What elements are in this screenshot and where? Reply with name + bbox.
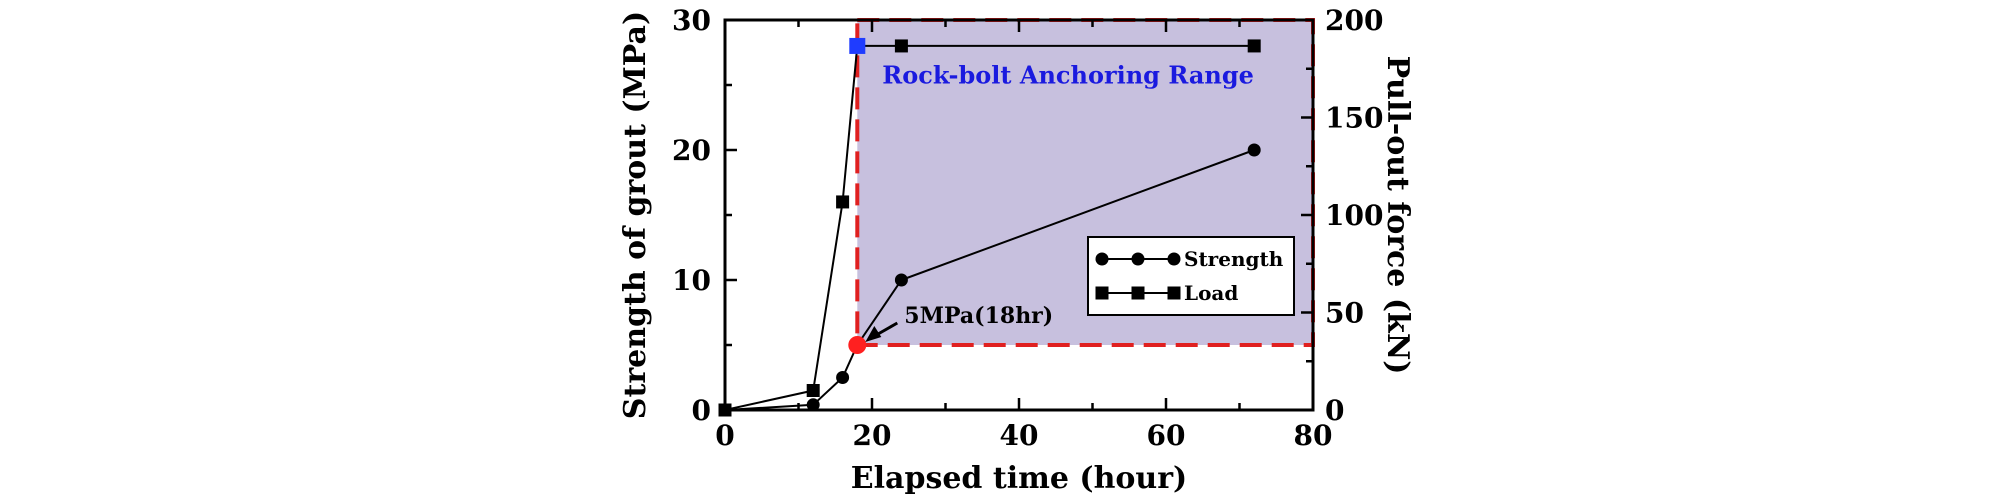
y-tick-label: 30 bbox=[672, 4, 711, 37]
annotation-label: 5MPa(18hr) bbox=[904, 303, 1053, 329]
strength-point bbox=[848, 336, 867, 354]
legend-layer: Strength Load bbox=[1087, 236, 1295, 316]
load-point bbox=[849, 37, 866, 54]
y2-tick-label: 100 bbox=[1325, 199, 1383, 232]
y-axis-title: Strength of grout (MPa) bbox=[618, 11, 653, 419]
y-tick-label: 10 bbox=[672, 264, 711, 297]
strength-point bbox=[806, 398, 820, 412]
y2-tick-label: 0 bbox=[1325, 394, 1344, 427]
legend-marker-square bbox=[1131, 286, 1145, 300]
strength-point bbox=[1247, 143, 1261, 157]
x-tick-label: 60 bbox=[1147, 419, 1186, 452]
y-tick-label: 20 bbox=[672, 134, 711, 167]
y2-tick-label: 150 bbox=[1325, 102, 1383, 135]
strength-point bbox=[718, 403, 732, 417]
legend-label: Strength bbox=[1184, 247, 1284, 271]
legend-box bbox=[1087, 236, 1295, 316]
x-tick-label: 20 bbox=[853, 419, 892, 452]
load-point bbox=[806, 384, 820, 397]
strength-point bbox=[836, 371, 850, 384]
legend-marker-circle bbox=[1131, 252, 1145, 266]
anchoring-range-label: Rock-bolt Anchoring Range bbox=[882, 61, 1254, 90]
legend-marker-square bbox=[1095, 286, 1109, 300]
strength-point bbox=[894, 273, 908, 287]
load-point bbox=[1247, 39, 1261, 53]
legend-marker-square bbox=[1167, 286, 1181, 300]
y2-axis-title: Pull-out force (kN) bbox=[1380, 56, 1415, 375]
load-point bbox=[836, 195, 850, 209]
y-tick-label: 0 bbox=[692, 394, 711, 427]
strength-line bbox=[724, 149, 1255, 411]
load-line bbox=[724, 44, 1255, 411]
load-point bbox=[894, 39, 908, 53]
legend-label: Load bbox=[1184, 281, 1238, 305]
x-tick-label: 80 bbox=[1294, 419, 1333, 452]
legend-marker-circle bbox=[1167, 252, 1181, 266]
x-tick-label: 0 bbox=[715, 419, 734, 452]
legend-marker-circle bbox=[1095, 252, 1109, 266]
x-tick-label: 40 bbox=[1000, 419, 1039, 452]
y2-tick-label: 200 bbox=[1325, 4, 1383, 37]
axes-layer bbox=[723, 18, 1315, 412]
series-layer bbox=[718, 37, 1261, 417]
y2-tick-label: 50 bbox=[1325, 297, 1364, 330]
x-axis-title: Elapsed time (hour) bbox=[851, 461, 1187, 496]
annotation-arrow-head bbox=[865, 326, 882, 342]
